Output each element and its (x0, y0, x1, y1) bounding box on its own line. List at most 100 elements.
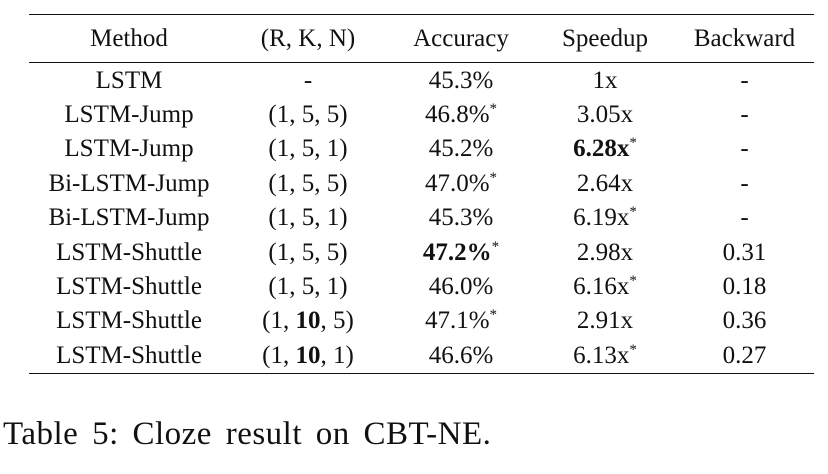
rkn-n: 5 (326, 238, 340, 266)
cell-method: LSTM-Shuttle (56, 273, 202, 301)
cell-speedup: 6.19x* (535, 201, 675, 235)
accuracy-value: 46.8% (424, 101, 490, 129)
accuracy-value: 45.3% (428, 204, 494, 232)
results-table: Method (R, K, N) Accuracy Speedup Backwa… (29, 14, 814, 374)
cell-rkn: (1, 5, 1) (268, 135, 348, 163)
rkn-r: 1 (276, 273, 290, 301)
rkn-r: 1 (276, 135, 290, 163)
rkn-r: 1 (276, 238, 290, 266)
header-speedup: Speedup (561, 25, 649, 52)
speedup-value: 6.16x (573, 273, 630, 301)
header-method: Method (90, 25, 168, 52)
cell-method: LSTM-Shuttle (56, 341, 202, 369)
rkn-r: 1 (270, 341, 284, 369)
cell-backward: 0.27 (722, 341, 767, 369)
table-row: LSTM - 45.3% 1x - (29, 63, 814, 98)
speedup-value: 6.28x (573, 135, 630, 163)
cell-accuracy: 46.6% (387, 338, 535, 373)
cell-rkn: (1, 5, 5) (268, 169, 348, 197)
significance-star: * (489, 307, 498, 324)
table-row: LSTM-Jump (1, 5, 5) 46.8%* 3.05x - (29, 97, 814, 131)
significance-star: * (629, 341, 637, 358)
cell-rkn: (1, 5, 1) (268, 273, 348, 301)
rkn-n: 5 (326, 169, 340, 197)
rkn-k: 5 (301, 238, 315, 266)
results-table-container: Method (R, K, N) Accuracy Speedup Backwa… (29, 14, 814, 374)
rkn-dash: - (303, 66, 313, 94)
cell-method: Bi-LSTM-Jump (48, 204, 210, 232)
significance-star: * (629, 273, 637, 290)
cell-accuracy: 47.2%* (387, 235, 535, 269)
rkn-r: 1 (276, 204, 290, 232)
cell-speedup: 2.64x (535, 166, 675, 200)
cell-rkn: (1, 10, 5) (262, 307, 354, 335)
rkn-k: 5 (301, 135, 315, 163)
cell-method: Bi-LSTM-Jump (48, 169, 210, 197)
cell-backward: 0.31 (722, 238, 767, 266)
cell-accuracy: 46.8%* (387, 97, 535, 131)
table-row: Bi-LSTM-Jump (1, 5, 1) 45.3% 6.19x* - (29, 201, 814, 235)
rkn-n: 1 (333, 341, 346, 369)
speedup-value: 3.05x (576, 101, 634, 129)
accuracy-value: 47.2% (422, 238, 492, 266)
rkn-n: 5 (326, 101, 340, 129)
rkn-n: 1 (326, 273, 340, 301)
table-row: Bi-LSTM-Jump (1, 5, 5) 47.0%* 2.64x - (29, 166, 814, 200)
cell-method: LSTM (95, 66, 163, 94)
cell-backward: - (740, 204, 749, 232)
cell-accuracy: 45.3% (387, 63, 535, 98)
rkn-n: 1 (326, 204, 340, 232)
rkn-k: 5 (301, 169, 315, 197)
cell-rkn: (1, 5, 1) (268, 204, 348, 232)
cell-method: LSTM-Jump (64, 135, 194, 163)
cell-accuracy: 47.0%* (387, 166, 535, 200)
table-header: Method (R, K, N) Accuracy Speedup Backwa… (29, 14, 814, 63)
cell-speedup: 3.05x (535, 97, 675, 131)
table-row: LSTM-Shuttle (1, 5, 5) 47.2%* 2.98x 0.31 (29, 235, 814, 269)
cell-speedup: 2.91x (535, 304, 675, 338)
table-row: LSTM-Shuttle (1, 10, 5) 47.1%* 2.91x 0.36 (29, 304, 814, 338)
header-row: Method (R, K, N) Accuracy Speedup Backwa… (29, 14, 814, 63)
speedup-value: 6.13x (573, 341, 630, 369)
accuracy-value: 46.0% (428, 273, 494, 301)
table-body: LSTM -45.3% 1x - LSTM-Jump (1, 5, 5) 46.8%* 3.0… (29, 63, 814, 374)
speedup-value: 1x (592, 66, 618, 94)
accuracy-value: 45.2% (428, 135, 494, 163)
significance-star: * (491, 238, 500, 255)
accuracy-value: 46.6% (428, 341, 494, 369)
rkn-r: 1 (276, 169, 290, 197)
table-row: LSTM-Shuttle (1, 10, 1) 46.6% 6.13x* 0.27 (29, 338, 814, 374)
rkn-r: 1 (270, 307, 284, 335)
table-caption: Table 5: Cloze result on CBT-NE. (3, 416, 492, 452)
cell-accuracy: 45.3% (387, 201, 535, 235)
cell-backward: - (740, 169, 749, 197)
rkn-k: 5 (301, 101, 315, 129)
cell-method: LSTM-Shuttle (56, 238, 202, 266)
cell-backward: - (740, 66, 749, 94)
speedup-value: 2.64x (576, 169, 634, 197)
cell-method: LSTM-Jump (64, 101, 194, 129)
cell-rkn: - (229, 63, 387, 98)
rkn-r: 1 (276, 101, 290, 129)
cell-accuracy: 46.0% (387, 269, 535, 303)
cell-speedup: 6.28x* (535, 132, 675, 166)
rkn-n: 5 (333, 307, 346, 335)
accuracy-value: 47.0% (424, 169, 490, 197)
speedup-value: 6.19x (573, 204, 630, 232)
accuracy-value: 45.3% (428, 66, 494, 94)
cell-speedup: 1x (535, 63, 675, 98)
header-rkn: (R, K, N) (260, 25, 356, 52)
accuracy-value: 47.1% (424, 307, 490, 335)
cell-rkn: (1, 10, 1) (262, 341, 354, 369)
speedup-value: 2.91x (576, 307, 634, 335)
cell-backward: - (740, 101, 749, 129)
significance-star: * (629, 135, 637, 152)
table-row: LSTM-Shuttle (1, 5, 1) 46.0% 6.16x* 0.18 (29, 269, 814, 303)
cell-speedup: 2.98x (535, 235, 675, 269)
cell-method: LSTM-Shuttle (56, 307, 202, 335)
cell-backward: - (740, 135, 749, 163)
cell-backward: 0.18 (722, 273, 767, 301)
significance-star: * (629, 204, 637, 221)
rkn-k: 10 (295, 341, 321, 369)
rkn-k: 10 (295, 307, 321, 335)
